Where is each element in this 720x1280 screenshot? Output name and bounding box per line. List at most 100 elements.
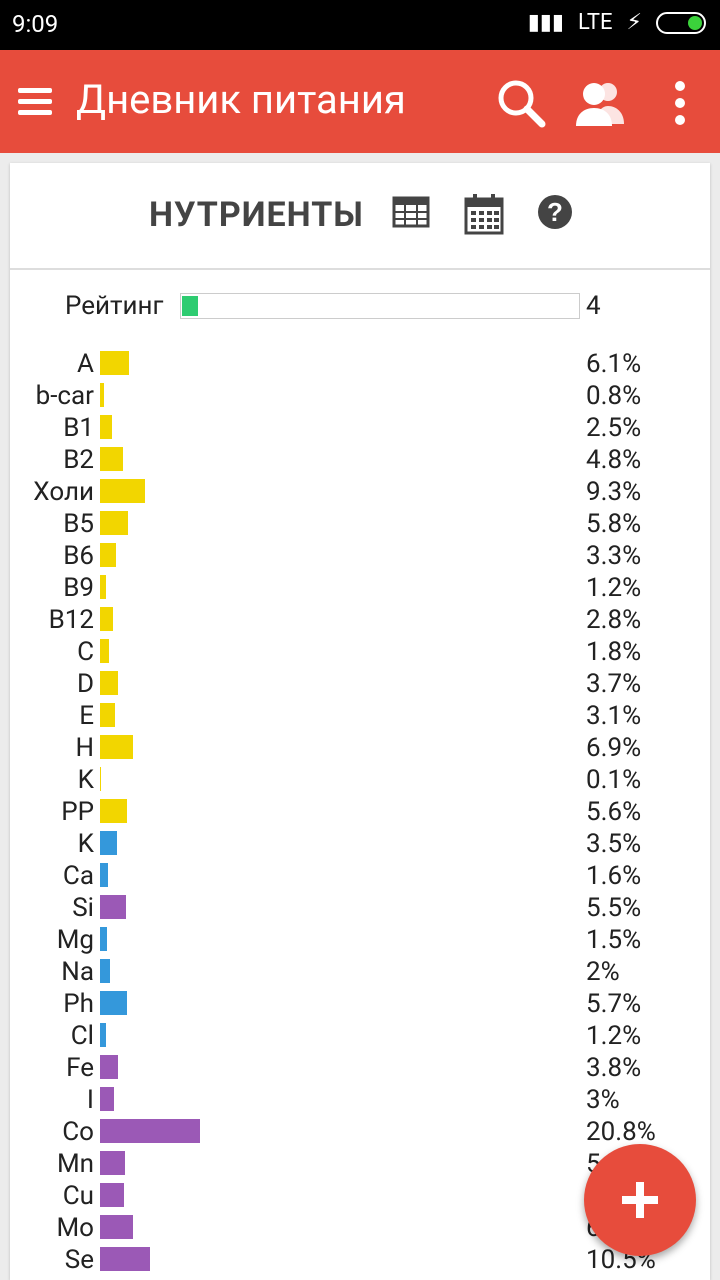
nutrient-bar <box>100 1183 124 1207</box>
app-bar: Дневник питания <box>0 50 720 153</box>
nutrient-percent: 3.8% <box>586 1053 642 1083</box>
rating-value: 4 <box>586 291 601 321</box>
nutrient-name: B5 <box>63 509 94 539</box>
nutrient-row: Na 2% <box>10 955 710 987</box>
nutrient-bar <box>100 767 101 791</box>
svg-text:?: ? <box>547 197 563 227</box>
nutrient-row: b-car 0.8% <box>10 379 710 411</box>
nutrient-row: Fe 3.8% <box>10 1051 710 1083</box>
nutrient-percent: 2% <box>586 957 620 987</box>
nutrient-bar <box>100 959 110 983</box>
nutrient-row: Se 10.5% <box>10 1243 710 1275</box>
nutrient-row: C 1.8% <box>10 635 710 667</box>
nutrient-percent: 5.7% <box>586 989 642 1019</box>
nutrient-percent: 3.7% <box>586 669 642 699</box>
nutrient-percent: 5.5% <box>586 893 642 923</box>
search-icon[interactable] <box>494 76 548 130</box>
card-title: НУТРИЕНТЫ <box>149 195 364 235</box>
nutrient-row: Si 5.5% <box>10 891 710 923</box>
nutrient-bar <box>100 671 118 695</box>
nutrient-name: Ca <box>62 861 94 891</box>
nutrient-percent: 5.6% <box>586 797 642 827</box>
nutrient-row: B12 2.8% <box>10 603 710 635</box>
nutrient-name: Холи <box>33 477 94 507</box>
nutrient-name: Ph <box>63 989 94 1019</box>
nutrient-bar <box>100 863 108 887</box>
nutrient-name: b-car <box>35 381 94 411</box>
help-icon[interactable]: ? <box>536 193 574 231</box>
nutrient-name: Mn <box>56 1149 94 1179</box>
nutrient-bar <box>100 447 124 471</box>
nutrient-name: Co <box>62 1117 94 1147</box>
nutrient-percent: 3.1% <box>586 701 642 731</box>
nutrient-name: E <box>79 701 94 731</box>
nutrient-row: Cu <box>10 1179 710 1211</box>
charging-icon: ⚡ <box>626 10 642 35</box>
nutrient-percent: 3.3% <box>586 541 642 571</box>
add-button[interactable] <box>584 1144 696 1256</box>
nutrient-percent: 2.5% <box>586 413 642 443</box>
more-options-icon[interactable] <box>666 76 694 130</box>
nutrient-name: Cl <box>70 1021 94 1051</box>
nutrient-bar <box>100 1119 200 1143</box>
nutrient-bar <box>100 1247 151 1271</box>
nutrient-percent: 1.5% <box>586 925 642 955</box>
nutrient-percent: 4.8% <box>586 445 642 475</box>
nutrient-percent: 9.3% <box>586 477 642 507</box>
nutrient-name: Se <box>64 1245 94 1275</box>
nutrient-percent: 0.8% <box>586 381 642 411</box>
nutrient-percent: 2.8% <box>586 605 642 635</box>
nutrient-name: B12 <box>48 605 94 635</box>
nutrient-percent: 1.6% <box>586 861 642 891</box>
nutrient-bar <box>100 927 108 951</box>
nutrient-row: A 6.1% <box>10 347 710 379</box>
nutrient-bar <box>100 895 127 919</box>
nutrient-row: Cl 1.2% <box>10 1019 710 1051</box>
nutrient-bar <box>100 1023 106 1047</box>
calendar-icon[interactable] <box>464 193 504 235</box>
nutrient-name: PP <box>61 797 94 827</box>
nutrient-bar <box>100 799 127 823</box>
people-icon[interactable] <box>574 76 628 130</box>
network-type: LTE <box>578 10 613 35</box>
nutrient-row: D 3.7% <box>10 667 710 699</box>
nutrient-row: E 3.1% <box>10 699 710 731</box>
nutrient-name: B2 <box>63 445 94 475</box>
nutrient-name: B6 <box>63 541 94 571</box>
nutrient-bar <box>100 479 145 503</box>
nutrient-row: Ph 5.7% <box>10 987 710 1019</box>
nutrient-row: B2 4.8% <box>10 443 710 475</box>
signal-icon: ▮▮▮ <box>527 10 565 35</box>
nutrient-name: Fe <box>66 1053 94 1083</box>
nutrient-percent: 1.2% <box>586 1021 642 1051</box>
nutrient-row: B6 3.3% <box>10 539 710 571</box>
menu-icon[interactable] <box>18 88 52 116</box>
status-icons: ▮▮▮ LTE ⚡ <box>528 10 706 35</box>
nutrient-name: D <box>76 669 94 699</box>
nutrient-name: H <box>75 733 94 763</box>
nutrient-bar <box>100 543 116 567</box>
rating-bar-fill <box>182 296 198 316</box>
nutrient-bar <box>100 607 114 631</box>
nutrient-bar <box>100 351 130 375</box>
nutrient-row: Co 20.8% <box>10 1115 710 1147</box>
nutrient-percent: 1.8% <box>586 637 642 667</box>
nutrient-bar <box>100 415 112 439</box>
nutrient-name: Mg <box>56 925 94 955</box>
nutrient-row: B9 1.2% <box>10 571 710 603</box>
nutrient-name: Si <box>72 893 94 923</box>
nutrient-bar <box>100 991 128 1015</box>
rating-bar-track <box>180 293 580 319</box>
nutrient-row: Mg 1.5% <box>10 923 710 955</box>
nutrients-card: НУТРИЕНТЫ ? Рейтинг <box>10 163 710 1280</box>
nutrient-bar <box>100 575 106 599</box>
nutrient-bar <box>100 1055 119 1079</box>
nutrient-row: PP 5.6% <box>10 795 710 827</box>
nutrient-row: K 0.1% <box>10 763 710 795</box>
nutrient-name: B9 <box>63 573 94 603</box>
table-icon[interactable] <box>392 193 430 231</box>
card-header: НУТРИЕНТЫ ? <box>10 163 710 270</box>
nutrient-name: K <box>77 765 94 795</box>
nutrient-name: C <box>77 637 94 667</box>
nutrient-row: Mn 5 <box>10 1147 710 1179</box>
